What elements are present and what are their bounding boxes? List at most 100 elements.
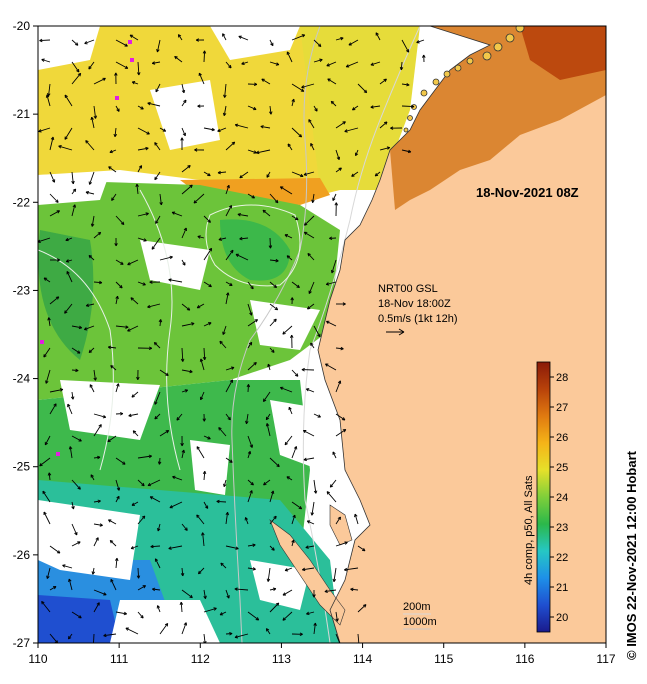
current-vector	[400, 61, 403, 70]
current-vector	[241, 61, 249, 65]
current-vector	[103, 633, 117, 637]
current-vector-head	[99, 280, 103, 285]
colorbar-tick-label: 22	[556, 552, 568, 564]
current-vector-head	[129, 34, 134, 38]
current-vector-head	[184, 527, 188, 531]
current-vector	[196, 303, 205, 309]
current-vector	[306, 388, 315, 393]
current-vector-head	[155, 220, 159, 224]
current-vector	[108, 166, 117, 173]
current-vector-head	[250, 285, 254, 290]
current-vector	[132, 81, 139, 85]
current-vector	[181, 165, 191, 173]
current-vector-head	[83, 327, 88, 331]
current-vector-head	[229, 282, 233, 286]
current-vector-head	[337, 380, 342, 384]
current-vector	[304, 231, 315, 239]
current-vector-head	[284, 568, 289, 572]
current-vector	[147, 102, 161, 107]
current-vector-head	[204, 505, 209, 509]
current-vector-head	[245, 420, 249, 425]
current-vector-head	[77, 72, 82, 77]
current-vector	[291, 34, 305, 41]
current-vector-head	[43, 354, 47, 358]
current-vector-head	[219, 340, 223, 345]
current-vector-head	[207, 219, 211, 223]
current-vector-head	[286, 255, 291, 259]
land-mass	[318, 26, 606, 643]
current-vector-head	[137, 72, 141, 76]
current-vector-head	[62, 564, 66, 568]
current-vector	[269, 193, 279, 204]
current-vector-head	[296, 284, 300, 289]
current-vector-head	[202, 418, 207, 422]
current-vector-head	[111, 197, 115, 201]
colorbar-ramp	[536, 361, 551, 633]
current-vector-head	[64, 310, 68, 314]
current-vector	[93, 633, 95, 643]
current-vector	[335, 541, 348, 547]
current-vector-head	[47, 317, 51, 321]
current-vector	[247, 479, 254, 486]
current-vector-head	[231, 141, 236, 146]
current-vector-head	[300, 88, 305, 92]
current-vector	[375, 32, 381, 41]
current-vector-head	[88, 254, 93, 259]
current-vector-head	[237, 212, 241, 217]
current-vector	[247, 342, 253, 349]
current-vector-head	[197, 104, 201, 108]
current-vector-head	[208, 283, 212, 288]
current-vector	[127, 325, 139, 332]
current-vector-head	[286, 51, 290, 55]
current-vector	[115, 215, 125, 225]
current-vector	[181, 347, 184, 362]
coastline	[317, 26, 492, 643]
current-vector	[291, 501, 302, 510]
current-vector-head	[123, 611, 127, 616]
current-vector-head	[252, 543, 256, 547]
colorbar-tick-label: 20	[556, 612, 568, 624]
current-vector	[224, 83, 227, 98]
current-vector-head	[313, 490, 318, 494]
current-vector	[157, 523, 161, 532]
cyclone-track	[403, 26, 525, 133]
current-vector	[43, 277, 51, 283]
current-vector-head	[180, 572, 185, 577]
current-vector	[49, 586, 57, 591]
current-vector-head	[39, 463, 43, 467]
current-vector-head	[169, 255, 173, 260]
current-vector-head	[241, 61, 245, 65]
date-stamp: 18-Nov-2021 08Z	[476, 185, 579, 200]
current-vector-head	[405, 49, 410, 53]
current-vector	[159, 127, 166, 132]
current-vector-head	[334, 202, 339, 206]
current-vector	[291, 127, 302, 138]
current-vector	[350, 588, 359, 591]
current-vector	[152, 588, 161, 591]
current-vector-head	[202, 50, 207, 54]
current-vector-head	[306, 306, 311, 310]
current-vector-head	[93, 377, 97, 381]
current-vector-head	[218, 427, 222, 431]
current-vector	[202, 532, 205, 547]
current-vector	[115, 558, 118, 569]
current-vector-head	[354, 152, 359, 157]
current-vector-head	[103, 633, 107, 638]
current-vector	[93, 456, 101, 459]
ssh-contour-eddy	[205, 204, 301, 287]
scale-arrow-icon	[386, 328, 405, 336]
current-vector-head	[108, 166, 112, 170]
current-vector	[43, 511, 51, 525]
current-vector	[115, 39, 128, 47]
current-vector-head	[85, 190, 90, 195]
current-vector-head	[265, 423, 270, 427]
current-vector	[168, 279, 183, 283]
current-vector	[93, 77, 106, 85]
current-vector-head	[72, 188, 77, 192]
current-vector-head	[274, 306, 279, 311]
current-vector-head	[202, 470, 207, 475]
current-vector-head	[193, 200, 198, 204]
current-vector-head	[176, 417, 180, 421]
current-vector	[107, 435, 117, 443]
current-vector-head	[225, 511, 230, 516]
